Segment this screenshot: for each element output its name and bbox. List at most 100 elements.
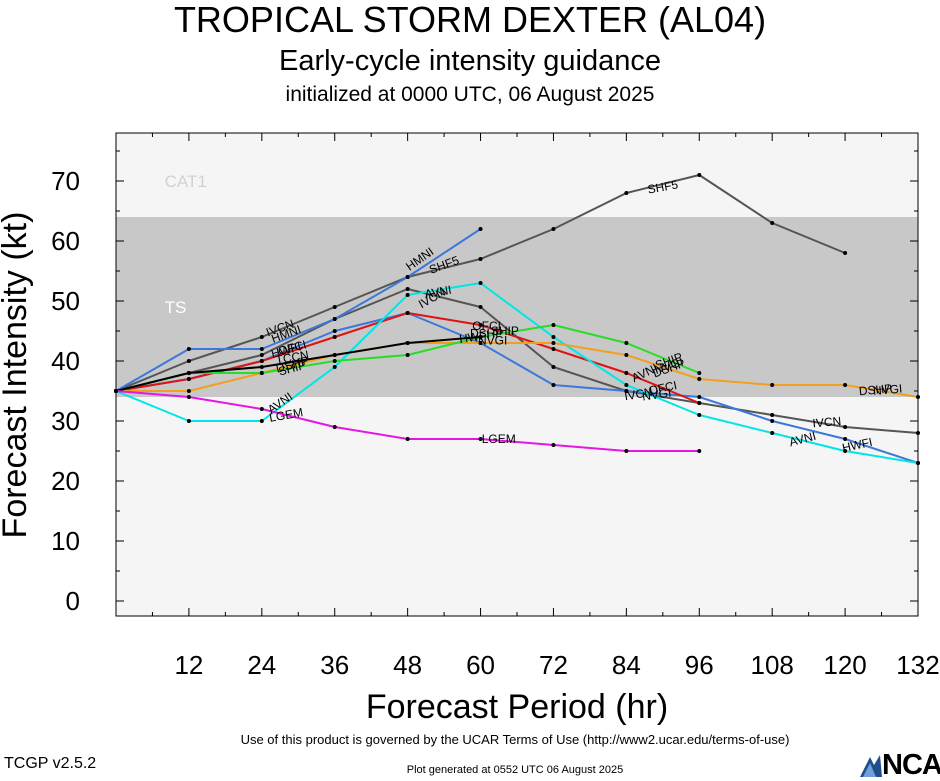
series-label-nvgi: NVGI [872,382,902,399]
series-point-ship [624,341,629,345]
x-tick-label: 96 [685,650,714,680]
series-point-shf5 [624,191,629,195]
series-point-shf5 [332,305,337,309]
series-point-hwfi [697,395,702,399]
series-point-shf5 [770,221,775,225]
plot-generated: Plot generated at 0552 UTC 06 August 202… [406,764,624,776]
series-point-ivcn [916,431,920,435]
series-point-ofci [259,359,264,363]
series-point-shf5 [478,257,483,261]
series-point-ivcn [843,425,848,429]
series-point-ivcn [259,353,264,357]
series-label-hwfi: HWFI [841,435,874,455]
series-point-hmni [478,227,483,231]
series-point-ship [259,371,264,375]
series-point-ofci [186,377,191,381]
x-tick-label: 12 [174,650,203,680]
series-label-ivcn: IVCN [623,385,654,404]
x-tick-label: 120 [823,650,866,680]
series-line-hmni [115,228,482,392]
version-label: TCGP v2.5.2 [4,755,97,772]
series-point-hmni [259,347,264,351]
series-point-avni [624,383,629,387]
series-point-ofci [697,401,702,405]
series-line-avni [115,282,919,464]
series-point-lgem [332,425,337,429]
series-point-ship [332,359,337,363]
series-label-ofci: OFCI [472,319,501,333]
axes: 12 24 36 48 60 72 84 96 108 120 132 0 10 20 30 40 50 60 70… [0,132,940,726]
series-label-dshp: DSHP [858,381,892,398]
series-label-dshp: DSHP [470,326,503,340]
series-point-hmni [332,317,337,321]
series-point-ivcn [770,413,775,417]
series-point-avni [770,431,775,435]
series-point-dshp [551,341,556,345]
series-label-tccn: TCCN [275,348,310,368]
ncar-logo-text: NCAR [882,749,940,781]
series-point-avni [697,413,702,417]
series-point-tccn [259,365,264,369]
chart-title: TROPICAL STORM DEXTER (AL04) [173,0,767,40]
y-tick-label: 20 [51,466,80,496]
series-label-ofci: OFCI [647,378,678,398]
series-point-shf5 [259,335,264,339]
series-point-avni [332,365,337,369]
series-point-avni [916,461,920,465]
series-point-avni [259,419,264,423]
series-point-dshp [478,341,483,345]
series-point-dshp [697,377,702,381]
y-tick-label: 10 [51,526,80,556]
series-point-hwfi [332,329,337,333]
series-point-avni [405,293,410,297]
series-point-ship [697,371,702,375]
series-point-ivcn [478,305,483,309]
series-point-lgem [405,437,410,441]
series-point-ofci [551,347,556,351]
series-label-ivcn: IVCN [812,414,842,430]
y-tick-label: 60 [51,226,80,256]
series-label-avni: AVNI [423,283,452,301]
series-point-avni [478,281,483,285]
series-point-dshp [624,353,629,357]
series-labels: SHF5SHF5IVCNIVCNIVCNIVCNHMNIHMNIHWFIHWFI… [264,177,903,455]
ncar-logo-icon [860,755,882,777]
series-line-tccn [115,336,481,392]
band-label-ts: TS [165,298,187,317]
series-point-ship [405,353,410,357]
ncar-logo: NCAR [858,750,940,780]
series-point-hmni [405,275,410,279]
series-label-ship: SHIP [277,358,308,379]
init-time: initialized at 0000 UTC, 06 August 2025 [285,83,655,106]
series-point-avni [551,335,556,339]
y-tick-label: 40 [51,346,80,376]
x-tick-label: 84 [612,650,641,680]
series-point-hwfi [551,383,556,387]
y-axis-label: Forecast Intensity (kt) [0,212,34,539]
series-point-lgem [259,407,264,411]
series-point-ofci [405,311,410,315]
x-tick-label: 60 [466,650,495,680]
series-label-avni: AVNI [788,429,818,450]
terms-of-use: Use of this product is governed by the U… [240,732,790,747]
series-label-shf5: SHF5 [646,177,679,196]
series-point-lgem [624,449,629,453]
series-point-ofci [624,371,629,375]
series-point-tccn [186,371,191,375]
series-point-tccn [332,353,337,357]
series-point-shf5 [551,227,556,231]
series-label-lgem: LGEM [482,432,516,446]
series-label-ship: SHIP [491,324,519,338]
series-point-ofci [478,323,483,327]
series-point-hwfi [624,389,629,393]
series-point-shf5 [186,359,191,363]
band-cat1 [116,133,918,217]
series-point-dshp [770,383,775,387]
series-label-nvgi: NVGI [478,334,507,348]
x-tick-label: 132 [896,650,939,680]
series-point-ivcn [405,287,410,291]
series-point-lgem [114,389,118,393]
y-tick-label: 0 [66,586,80,616]
series-group [114,173,920,465]
